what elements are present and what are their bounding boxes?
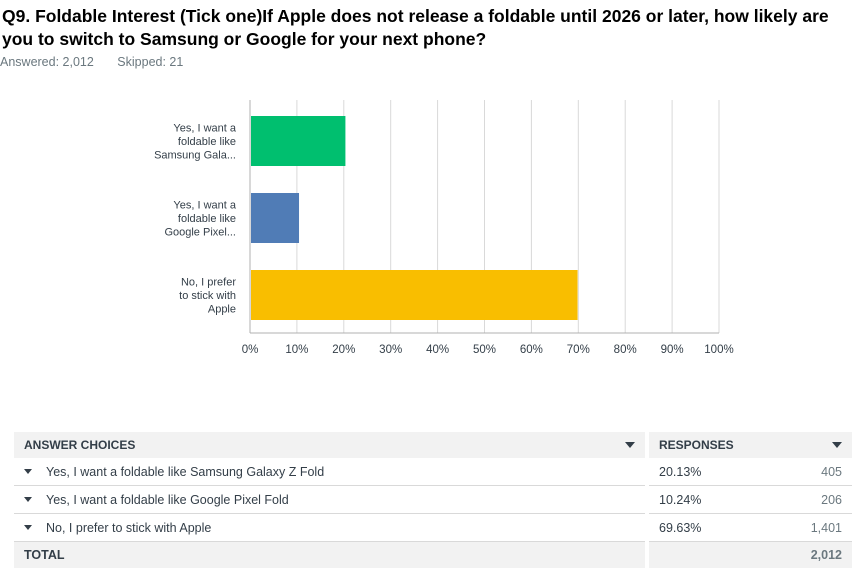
bar (251, 270, 578, 320)
category-label: foldable like (178, 136, 236, 148)
bar-chart: 0% 10% 20% 30% 40% 50% 60% 70% 80% 90% 100% Yes, I … (154, 100, 734, 356)
question-title: Q9. Foldable Interest (Tick one)If Apple… (2, 6, 829, 49)
category-label: Yes, I want a (173, 200, 236, 212)
x-tick-label: 60% (520, 344, 543, 356)
responses-table: ANSWER CHOICES RESPONSES Yes, I want a f… (14, 432, 852, 568)
expand-caret-icon[interactable] (24, 468, 32, 474)
responses-header[interactable]: RESPONSES (645, 432, 852, 458)
table-row[interactable]: Yes, I want a foldable like Google Pixel… (14, 485, 852, 514)
bar (251, 193, 300, 243)
x-tick-label: 0% (242, 344, 259, 356)
category-label: Samsung Gala... (154, 150, 236, 162)
answer-choice-label: Yes, I want a foldable like Samsung Gala… (46, 464, 325, 479)
x-tick-label: 10% (285, 344, 308, 356)
response-count: 1,401 (765, 513, 852, 542)
answer-choices-header-label: ANSWER CHOICES (24, 438, 136, 452)
x-tick-label: 20% (332, 344, 355, 356)
answer-choice-cell: Yes, I want a foldable like Google Pixel… (14, 485, 647, 514)
expand-caret-icon[interactable] (24, 496, 32, 502)
responses-header-label: RESPONSES (659, 438, 734, 452)
x-tick-label: 100% (704, 344, 733, 356)
bar (251, 116, 346, 166)
x-tick-label: 70% (567, 344, 590, 356)
answered-count: Answered: 2,012 (0, 55, 94, 69)
response-meta: Answered: 2,012 Skipped: 21 (0, 55, 203, 69)
total-spacer (645, 541, 765, 568)
total-count: 2,012 (765, 541, 852, 568)
total-row: TOTAL 2,012 (14, 541, 852, 568)
answer-choice-cell: Yes, I want a foldable like Samsung Gala… (14, 458, 647, 486)
sort-down-icon[interactable] (625, 442, 635, 448)
table-row[interactable]: No, I prefer to stick with Apple 69.63% … (14, 513, 852, 542)
x-tick-label: 50% (473, 344, 496, 356)
answer-choice-cell: No, I prefer to stick with Apple (14, 513, 647, 542)
total-label: TOTAL (14, 541, 647, 568)
response-percent: 10.24% (645, 485, 765, 514)
x-tick-label: 30% (379, 344, 402, 356)
response-percent: 69.63% (645, 513, 765, 542)
x-tick-label: 40% (426, 344, 449, 356)
category-label: to stick with (179, 290, 236, 302)
category-label: Google Pixel... (164, 227, 236, 239)
response-percent: 20.13% (645, 458, 765, 486)
table-header-row: ANSWER CHOICES RESPONSES (14, 432, 852, 458)
response-count: 206 (765, 485, 852, 514)
x-tick-label: 80% (614, 344, 637, 356)
answer-choice-label: Yes, I want a foldable like Google Pixel… (46, 492, 289, 507)
response-count: 405 (765, 458, 852, 486)
category-label: Yes, I want a (173, 123, 236, 135)
category-label: No, I prefer (181, 277, 236, 289)
sort-down-icon[interactable] (832, 442, 842, 448)
x-tick-label: 90% (661, 344, 684, 356)
category-label: foldable like (178, 213, 236, 225)
expand-caret-icon[interactable] (24, 524, 32, 530)
skipped-count: Skipped: 21 (117, 55, 184, 69)
answer-choice-label: No, I prefer to stick with Apple (46, 520, 212, 535)
table-row[interactable]: Yes, I want a foldable like Samsung Gala… (14, 458, 852, 486)
answer-choices-header[interactable]: ANSWER CHOICES (14, 432, 647, 458)
category-label: Apple (208, 304, 236, 316)
